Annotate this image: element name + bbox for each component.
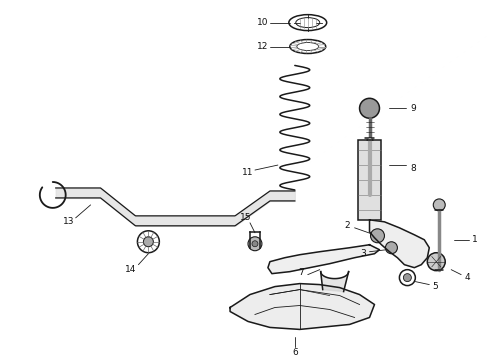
Text: 9: 9	[411, 104, 416, 113]
Text: 12: 12	[257, 42, 269, 51]
Text: 5: 5	[432, 282, 438, 291]
Text: 15: 15	[240, 213, 252, 222]
Text: 7: 7	[298, 268, 304, 277]
Text: 14: 14	[125, 265, 136, 274]
Circle shape	[248, 237, 262, 251]
Text: 13: 13	[63, 217, 74, 226]
Circle shape	[386, 242, 397, 254]
Bar	[358, 140, 382, 220]
Text: 11: 11	[242, 167, 254, 176]
Text: 1: 1	[472, 235, 478, 244]
Text: 8: 8	[411, 163, 416, 172]
Circle shape	[252, 241, 258, 247]
Text: 10: 10	[257, 18, 269, 27]
Circle shape	[433, 199, 445, 211]
Text: 4: 4	[465, 273, 470, 282]
Circle shape	[370, 229, 385, 243]
Polygon shape	[369, 220, 429, 268]
Ellipse shape	[144, 237, 153, 247]
Circle shape	[403, 274, 412, 282]
Circle shape	[427, 253, 445, 271]
Text: 2: 2	[345, 221, 350, 230]
Text: 6: 6	[292, 348, 298, 357]
Text: 3: 3	[361, 249, 367, 258]
Polygon shape	[230, 284, 374, 329]
Polygon shape	[321, 272, 348, 292]
Polygon shape	[268, 245, 379, 274]
Circle shape	[360, 98, 379, 118]
